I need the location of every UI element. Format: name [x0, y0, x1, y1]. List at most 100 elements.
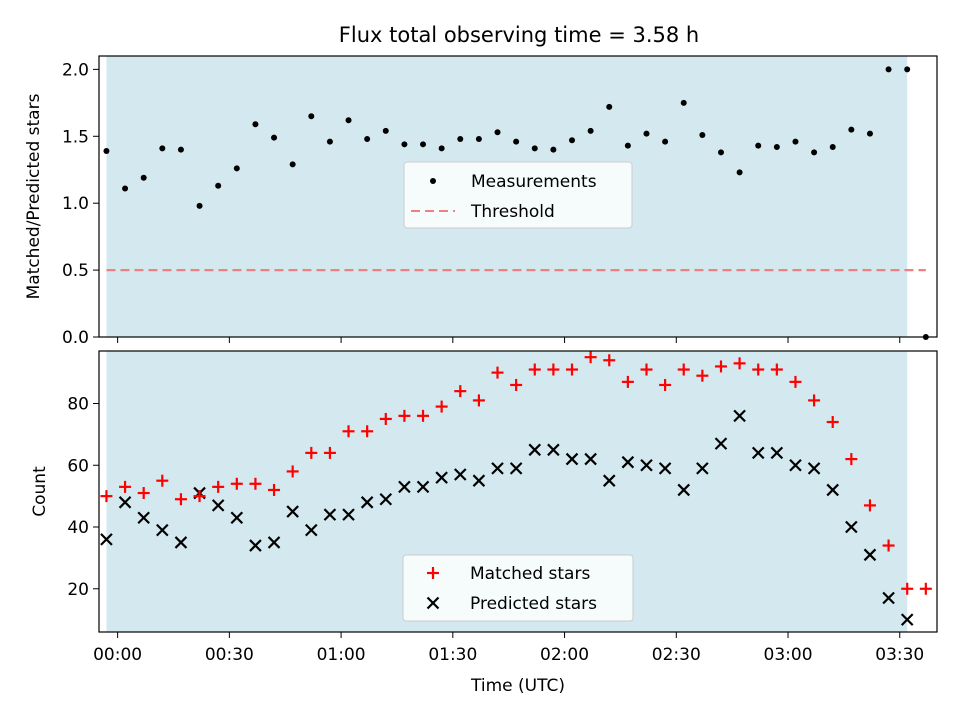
- cross-stroke: [863, 548, 877, 562]
- matched-stars-point: [547, 363, 560, 376]
- matched-stars-point: [286, 465, 299, 478]
- measurement-point: [550, 146, 557, 153]
- matched-stars-point: [174, 493, 187, 506]
- count-y-axis-label: Count: [30, 466, 50, 517]
- measurement-point: [773, 143, 780, 150]
- measurement-point: [624, 142, 631, 149]
- measurement-point: [513, 138, 520, 145]
- cross-stroke: [398, 480, 411, 494]
- matched-stars-point: [733, 357, 746, 370]
- matched-stars-point: [659, 378, 672, 391]
- predicted-stars-point: [118, 496, 132, 509]
- ratio-marks: [103, 66, 929, 340]
- matched-stars-point: [435, 400, 448, 413]
- x-tick-label: 02:30: [652, 645, 701, 665]
- count-legend: Matched stars Predicted stars: [402, 554, 634, 622]
- matched-stars-point: [342, 425, 355, 438]
- ratio-panel: 0.00.51.01.52.0 Matched/Predicted stars …: [24, 55, 938, 348]
- measurement-point: [215, 182, 222, 189]
- ratio-legend: Measurements Threshold: [403, 161, 633, 229]
- measurement-point: [755, 142, 762, 149]
- predicted-stars-point: [751, 446, 765, 460]
- x-tick-label: 02:00: [540, 645, 589, 665]
- predicted-stars-point: [305, 523, 318, 537]
- cross-stroke: [696, 462, 709, 475]
- predicted-stars-point: [640, 458, 653, 472]
- measurement-point: [326, 138, 333, 145]
- matched-stars-point: [882, 539, 895, 552]
- predicted-stars-point: [156, 523, 169, 537]
- cross-stroke: [826, 483, 839, 497]
- cross-stroke: [118, 496, 132, 509]
- predicted-stars-point: [211, 499, 225, 512]
- matched-stars-point: [100, 490, 113, 503]
- predicted-stars-point: [658, 462, 672, 475]
- matched-legend-label: Matched stars: [470, 564, 590, 584]
- count-y-tick-label: 40: [67, 518, 89, 538]
- matched-stars-point: [901, 582, 914, 595]
- matched-stars-point: [528, 363, 541, 376]
- predicted-stars-point: [100, 533, 113, 546]
- count-y-tick-label: 20: [67, 580, 89, 600]
- measurement-point: [606, 103, 613, 110]
- matched-stars-point: [361, 425, 374, 438]
- cross-stroke: [882, 591, 895, 605]
- predicted-stars-point: [900, 613, 914, 626]
- predicted-stars-point: [714, 437, 728, 450]
- predicted-legend-cross: [426, 596, 440, 610]
- cross-stroke: [714, 437, 728, 450]
- predicted-stars-point: [416, 480, 430, 494]
- measurement-point: [680, 99, 687, 106]
- predicted-stars-point: [342, 508, 355, 521]
- cross-stroke: [100, 533, 113, 546]
- matched-stars-point: [156, 474, 169, 487]
- measurement-point: [643, 130, 650, 137]
- matched-stars-point: [808, 394, 821, 407]
- cross-stroke: [435, 471, 448, 484]
- cross-stroke: [621, 455, 635, 469]
- ratio-y-tick-label: 1.5: [62, 127, 89, 147]
- cross-stroke: [677, 483, 691, 497]
- x-axis-label: Time (UTC): [470, 676, 565, 696]
- predicted-stars-point: [602, 474, 616, 487]
- count-panel: 20 40 60 80 00:00 00:30 01:00 01:30 02:00 02:30 03…: [30, 350, 938, 696]
- measurement-point: [420, 141, 427, 148]
- cross-stroke: [900, 613, 914, 626]
- measurement-point: [848, 126, 855, 133]
- predicted-stars-point: [286, 505, 299, 518]
- predicted-stars-point: [863, 548, 877, 562]
- cross-stroke: [491, 462, 504, 475]
- matched-stars-point: [305, 446, 318, 459]
- cross-stroke: [845, 520, 858, 534]
- count-y-tick-label: 60: [67, 456, 89, 476]
- predicted-stars-point: [733, 409, 746, 423]
- predicted-stars-point: [677, 483, 691, 497]
- measurement-point: [289, 161, 296, 168]
- matched-stars-point: [696, 369, 709, 382]
- matched-stars-point: [119, 480, 132, 493]
- measurement-point: [792, 138, 799, 145]
- x-tick-label: 00:30: [205, 645, 254, 665]
- measurement-point: [904, 66, 911, 73]
- cross-stroke: [360, 496, 374, 509]
- predicted-stars-point: [528, 443, 542, 457]
- count-legend-box: [402, 554, 634, 622]
- count-axes: 20 40 60 80 00:00 00:30 01:00 01:30 02:00 02:30 03…: [67, 394, 924, 665]
- predicted-stars-point: [696, 462, 709, 475]
- x-tick-label: 03:30: [875, 645, 924, 665]
- measurement-point: [531, 145, 538, 152]
- cross-stroke: [807, 462, 821, 475]
- ratio-axes: 0.0 0.5 1.0 1.5 2.0: [62, 60, 901, 348]
- cross-stroke: [547, 443, 560, 457]
- matched-stars-point: [417, 409, 430, 422]
- ratio-y-tick-label: 2.0: [62, 60, 89, 80]
- matched-stars-point: [919, 582, 932, 595]
- matched-stars-point: [379, 412, 392, 425]
- measurement-point: [866, 130, 873, 137]
- matched-stars-point: [566, 363, 579, 376]
- measurement-point: [662, 138, 669, 145]
- matched-stars-point: [770, 363, 783, 376]
- ratio-y-tick-label: 0.0: [62, 328, 89, 348]
- cross-stroke: [789, 458, 802, 472]
